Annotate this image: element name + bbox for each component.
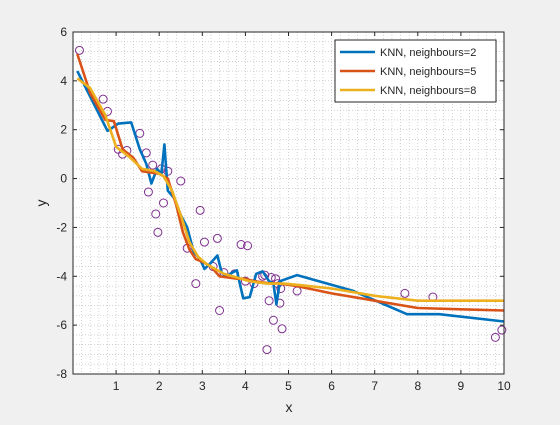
x-tick-label: 4 (242, 379, 249, 393)
legend-label-3: KNN, neighbours=8 (380, 85, 476, 97)
data-point (262, 345, 272, 355)
data-point (215, 305, 225, 315)
y-tick-label: -4 (56, 269, 67, 283)
data-point (153, 227, 163, 237)
data-point (236, 240, 246, 250)
x-tick-label: 3 (199, 379, 206, 393)
data-point (151, 209, 161, 219)
series-line-1 (76, 70, 505, 323)
y-tick-label: 0 (60, 172, 67, 186)
data-point (212, 233, 222, 243)
y-tick-label: 4 (60, 74, 67, 88)
x-tick-label: 7 (371, 379, 378, 393)
data-point (176, 176, 186, 186)
series-line-3 (76, 77, 504, 303)
y-tick-label: -6 (56, 318, 67, 332)
x-tick-label: 2 (156, 379, 163, 393)
data-point (497, 325, 507, 335)
legend-label-2: KNN, neighbours=5 (380, 66, 476, 78)
ticks-layer: 1 2 3 4 5 6 7 8 9 10 -8 -6 -4 -2 0 2 4 6 (56, 25, 511, 393)
x-tick-label: 10 (497, 379, 511, 393)
y-axis-label: y (33, 200, 49, 207)
y-tick-label: -2 (56, 220, 67, 234)
data-point (74, 45, 84, 55)
data-point (148, 160, 158, 170)
x-axis-label: x (286, 399, 293, 415)
data-point (243, 241, 253, 251)
data-point (264, 296, 274, 306)
data-point (277, 324, 287, 334)
data-point (268, 315, 278, 325)
data-point (195, 205, 205, 215)
x-tick-label: 8 (414, 379, 421, 393)
x-tick-label: 5 (285, 379, 292, 393)
data-point (143, 187, 153, 197)
data-point (199, 237, 209, 247)
legend: KNN, neighbours=2 KNN, neighbours=5 KNN, n… (334, 39, 497, 103)
data-point (159, 198, 169, 208)
y-tick-label: 6 (60, 25, 67, 39)
data-point (98, 94, 108, 104)
y-tick-label: 2 (60, 123, 67, 137)
data-point (400, 288, 410, 298)
data-point (191, 279, 201, 289)
lines-layer (76, 53, 505, 323)
y-tick-label: -8 (56, 367, 67, 381)
x-tick-label: 1 (113, 379, 120, 393)
data-point (260, 270, 270, 280)
data-point (490, 332, 500, 342)
x-tick-label: 9 (458, 379, 465, 393)
legend-label-1: KNN, neighbours=2 (380, 47, 476, 59)
x-tick-label: 6 (328, 379, 335, 393)
